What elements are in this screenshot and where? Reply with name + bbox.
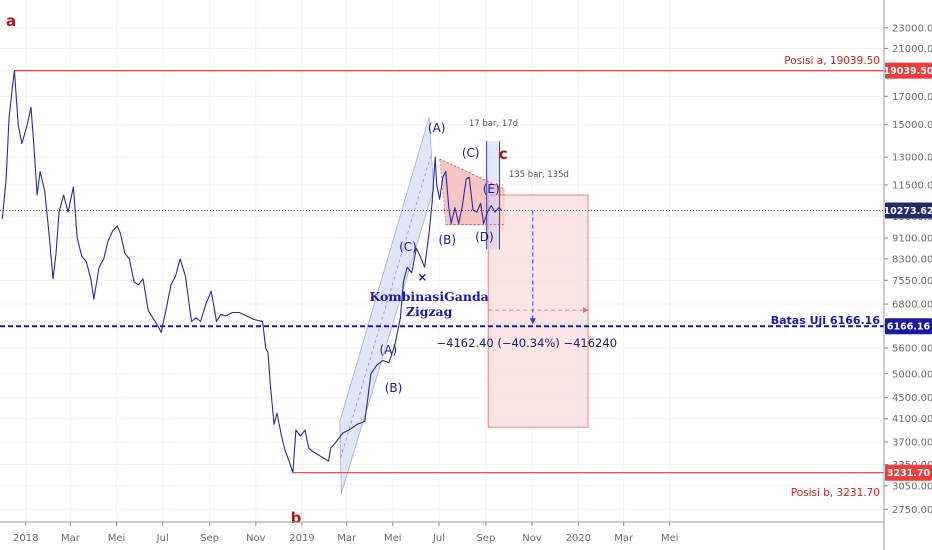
x-tick-label: Sep — [200, 533, 219, 544]
posisi-a-tag-label: 19039.50 — [884, 66, 932, 77]
y-tick-label: 3700.00 — [892, 438, 932, 449]
y-tick-label: 4500.00 — [892, 393, 932, 404]
combo-label-line1: KombinasiGanda — [369, 289, 488, 304]
sub-wave-b2-label: (B) — [438, 233, 456, 247]
posisi-a-label: Posisi a, 19039.50 — [784, 55, 880, 67]
y-tick-label: 3050.00 — [892, 481, 932, 492]
x-tick-label: Mar — [614, 533, 634, 544]
chart-grid — [0, 0, 884, 522]
y-tick-label: 21000.00 — [892, 44, 932, 55]
x-tick-label: Mei — [661, 533, 679, 544]
x-tick-label: Mar — [61, 533, 81, 544]
y-tick-label: 6800.00 — [892, 300, 932, 311]
bar-count-large-label: 135 bar, 135d — [509, 170, 569, 180]
y-tick-label: 2750.00 — [892, 505, 932, 516]
measure-arrowhead — [529, 318, 536, 325]
annotation-texts: a b c (A) (B) (C) (A) (B) (C) (D) (E) KombinasiGand… — [6, 12, 880, 527]
x-tick-label: Mei — [108, 533, 126, 544]
y-tick-label: 5600.00 — [892, 344, 932, 355]
range-arrowhead — [583, 307, 589, 314]
price-line — [1, 70, 503, 474]
x-tick-label: Nov — [246, 533, 266, 544]
sub-wave-a2-label: (A) — [428, 121, 446, 135]
posisi-b-tag-label: 3231.70 — [887, 468, 931, 479]
posisi-b-label: Posisi b, 3231.70 — [791, 487, 880, 499]
y-tick-label: 8300.00 — [892, 254, 932, 265]
posisi-b-tag — [885, 464, 932, 481]
drawing-overlays — [0, 70, 884, 474]
x-tick-label: Jul — [156, 533, 169, 544]
wave-b-label: b — [291, 509, 302, 527]
x-tick-label: Mar — [337, 533, 357, 544]
x-tick-label: Jul — [432, 533, 445, 544]
posisi-a-tag — [885, 62, 932, 79]
y-tick-label: 23000.00 — [892, 23, 932, 34]
x-tick-label: 2019 — [289, 533, 314, 544]
bar-count-small-label: 17 bar, 17d — [469, 119, 518, 129]
price-axis[interactable]: 2750.003050.003350.003700.004100.004500.… — [883, 0, 932, 550]
sub-wave-e2-label: (E) — [483, 182, 500, 196]
y-tick-label: 9100.00 — [892, 233, 932, 244]
y-tick-label: 11500.00 — [892, 180, 932, 191]
sub-wave-c2-label: (C) — [462, 146, 480, 160]
y-tick-label: 15000.00 — [892, 120, 932, 131]
bar-count-box — [486, 141, 500, 250]
cross-marker — [418, 273, 426, 281]
channel-midline — [340, 153, 432, 458]
batas-uji-tag-label: 6166.16 — [887, 322, 931, 333]
sub-wave-a-label: (A) — [379, 343, 397, 357]
batas-uji-label: Batas Uji 6166.16 — [771, 314, 881, 327]
x-tick-label: Sep — [476, 533, 495, 544]
x-tick-label: 2020 — [566, 533, 591, 544]
y-tick-label: 4100.00 — [892, 414, 932, 425]
sub-wave-d2-label: (D) — [475, 230, 494, 244]
x-tick-label: 2018 — [13, 533, 38, 544]
x-tick-label: Mei — [384, 533, 402, 544]
sub-wave-c-label: (C) — [399, 240, 417, 254]
target-range-box — [487, 194, 589, 428]
x-tick-label: Nov — [522, 533, 542, 544]
y-tick-label: 5000.00 — [892, 369, 932, 380]
last-price-tag — [885, 202, 932, 219]
y-tick-label: 17000.00 — [892, 92, 932, 103]
measure-label: −4162.40 (−40.34%) −416240 — [437, 336, 618, 350]
combo-label-line2: Zigzag — [406, 304, 453, 319]
time-axis[interactable]: 2018 Mar Mei Jul Sep Nov 2019 Mar Mei Jul Sep Nov 20… — [0, 521, 884, 544]
batas-uji-tag — [885, 318, 932, 335]
wave-c-label: c — [499, 145, 508, 163]
price-series — [1, 70, 503, 474]
wave-a-label: a — [6, 12, 16, 30]
y-tick-label: 7550.00 — [892, 276, 932, 287]
last-price-tag-label: 10273.62 — [884, 206, 932, 217]
sub-wave-b-label: (B) — [385, 381, 403, 395]
y-tick-label: 13000.00 — [892, 153, 932, 164]
